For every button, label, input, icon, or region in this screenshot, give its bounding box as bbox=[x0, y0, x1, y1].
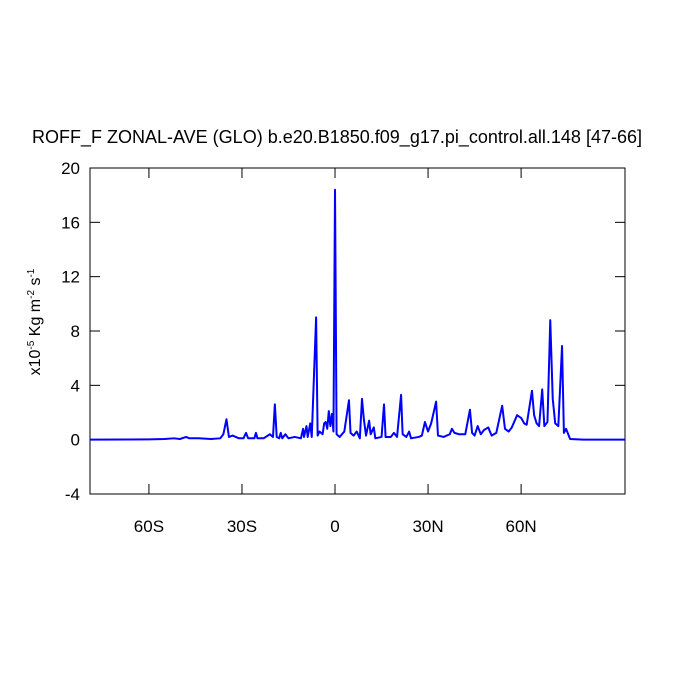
data-line bbox=[89, 188, 625, 441]
y-tick-label: 20 bbox=[61, 159, 80, 178]
x-tick-label: 0 bbox=[330, 517, 339, 536]
y-label-part: Kg m bbox=[27, 299, 44, 341]
y-label-sup: -2 bbox=[26, 290, 37, 299]
x-tick-label: 30N bbox=[412, 517, 443, 536]
x-tick-label: 60S bbox=[134, 517, 164, 536]
y-tick-label: -4 bbox=[65, 485, 80, 504]
y-tick-label: 12 bbox=[61, 268, 80, 287]
plot-frame bbox=[89, 167, 626, 495]
y-label-sup: -1 bbox=[26, 268, 37, 277]
y-label-part: x10 bbox=[27, 349, 44, 375]
y-tick-label: 8 bbox=[71, 322, 80, 341]
y-tick-label: 0 bbox=[71, 431, 80, 450]
y-tick-label: 4 bbox=[71, 376, 80, 395]
chart-title: ROFF_F ZONAL-AVE (GLO) b.e20.B1850.f09_g… bbox=[32, 127, 642, 148]
y-label-part: s bbox=[27, 278, 44, 290]
y-label-sup: -5 bbox=[26, 340, 37, 349]
y-tick-label: 16 bbox=[61, 213, 80, 232]
x-tick-label: 30S bbox=[227, 517, 257, 536]
y-axis-label: x10-5 Kg m-2 s-1 bbox=[26, 268, 44, 375]
x-tick-label: 60N bbox=[506, 517, 537, 536]
